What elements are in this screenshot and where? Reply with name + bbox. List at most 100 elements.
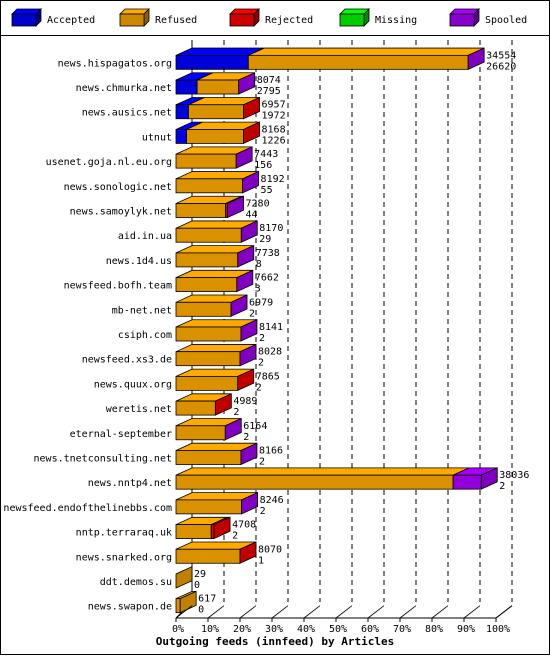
bar-end-spooled [240,319,258,342]
bar-group [175,467,498,490]
legend-item-missing: Missing [339,8,417,27]
bar-refused [175,301,232,317]
bar-end-spooled [224,417,242,441]
value-label-secondary: 0 [194,580,200,591]
bar-end-spooled [236,269,254,293]
bar-group [175,220,258,243]
value-label-offered: 8074 [257,75,281,86]
bar-refused [175,425,226,441]
category-label: mb-net.net [112,305,172,316]
value-label-offered: 4708 [232,520,256,531]
value-label-secondary: 26620 [486,61,516,72]
bar-refused [196,79,240,95]
value-label-secondary: 8 [256,259,262,270]
bar-refused [247,54,469,70]
bar-group [175,170,259,194]
bar-end-spooled [235,146,253,169]
bar-refused [175,450,242,465]
bar-end-spooled [227,195,244,219]
category-label: usenet.goja.nl.eu.org [46,157,172,168]
bar-refused [175,524,212,539]
category-label: news.hispagatos.org [58,58,172,69]
x-tick-depth [495,605,513,619]
bar-group [175,121,260,145]
value-label-secondary: 0 [198,605,204,616]
bar-accepted [175,54,249,70]
legend: Accepted Refused Rejected Missing Spooled [11,8,527,27]
legend-item-refused: Refused [119,8,197,27]
x-tick-label: 20% [233,624,251,635]
bar-refused [188,104,244,120]
bar-end-spooled [241,491,259,515]
bars [175,47,498,614]
bar-group [175,47,485,70]
value-label-offered: 7865 [256,371,280,382]
bar-group [175,72,256,95]
x-tick-depth [431,605,449,619]
bar-refused [186,129,244,144]
legend-swatch [11,13,37,27]
value-label-secondary: 2 [233,407,239,418]
bar-end-spooled [242,170,259,194]
category-label: weretis.net [106,404,172,415]
x-tick-label: 80% [425,624,443,635]
bar-end-spooled [480,467,498,490]
bar-end-rejected [237,368,255,392]
category-label: news.tnetconsulting.net [34,453,172,464]
bar-group [175,294,248,317]
value-label-secondary: 2 [499,481,505,492]
bar-end-spooled [240,442,258,466]
legend-swatch [229,13,255,27]
x-tick-label: 50% [329,624,347,635]
value-label-offered: 6979 [249,297,273,308]
bar-end-spooled [239,343,257,367]
category-label: news.swapon.de [88,602,172,613]
bar-end-rejected [243,96,260,120]
category-label: ddt.demos.su [100,577,172,588]
x-tick-label: 10% [201,624,219,635]
bar-group [175,491,259,515]
x-tick-depth [207,605,225,619]
legend-label: Spooled [485,15,527,26]
x-tick-label: 100% [486,624,510,635]
category-label: news.sonologic.net [64,182,172,193]
x-tick-label: 70% [393,624,411,635]
value-label-secondary: 2 [260,506,266,517]
bar-group [175,343,257,367]
legend-swatch [119,13,145,27]
bar-group [175,368,255,392]
bar-group [175,566,193,589]
category-label: nntp.terraraq.uk [76,528,172,539]
category-label: news.1d4.us [106,256,172,267]
bar-group [175,96,260,120]
value-label-offered: 4989 [233,396,257,407]
value-label-offered: 8166 [259,445,283,456]
bar-accepted [175,104,189,120]
bar-group [175,195,244,219]
category-label: eternal-september [70,429,172,440]
bar-accepted [175,79,198,95]
bar-refused [175,227,242,243]
legend-label: Refused [155,15,197,26]
value-label-secondary: 1226 [262,135,286,146]
bar-end-rejected [213,516,231,540]
x-tick-depth [303,605,321,619]
bar-refused [175,326,242,342]
bar-group [175,417,242,441]
value-label-offered: 7280 [246,199,270,210]
value-label-offered: 6164 [243,421,267,432]
bar-end-spooled [238,72,256,95]
legend-label: Missing [375,15,417,26]
bar-end-spooled [467,47,485,70]
bar-group [175,319,258,342]
bar-group [175,516,231,540]
x-tick-label: 30% [265,624,283,635]
value-label-offered: 7738 [256,248,280,259]
x-tick-depth [463,605,481,619]
value-label-offered: 8168 [262,124,286,135]
legend-label: Accepted [47,15,95,26]
value-label-offered: 8070 [258,544,282,555]
bar-accepted [175,129,187,144]
bar-end-rejected [214,393,232,416]
